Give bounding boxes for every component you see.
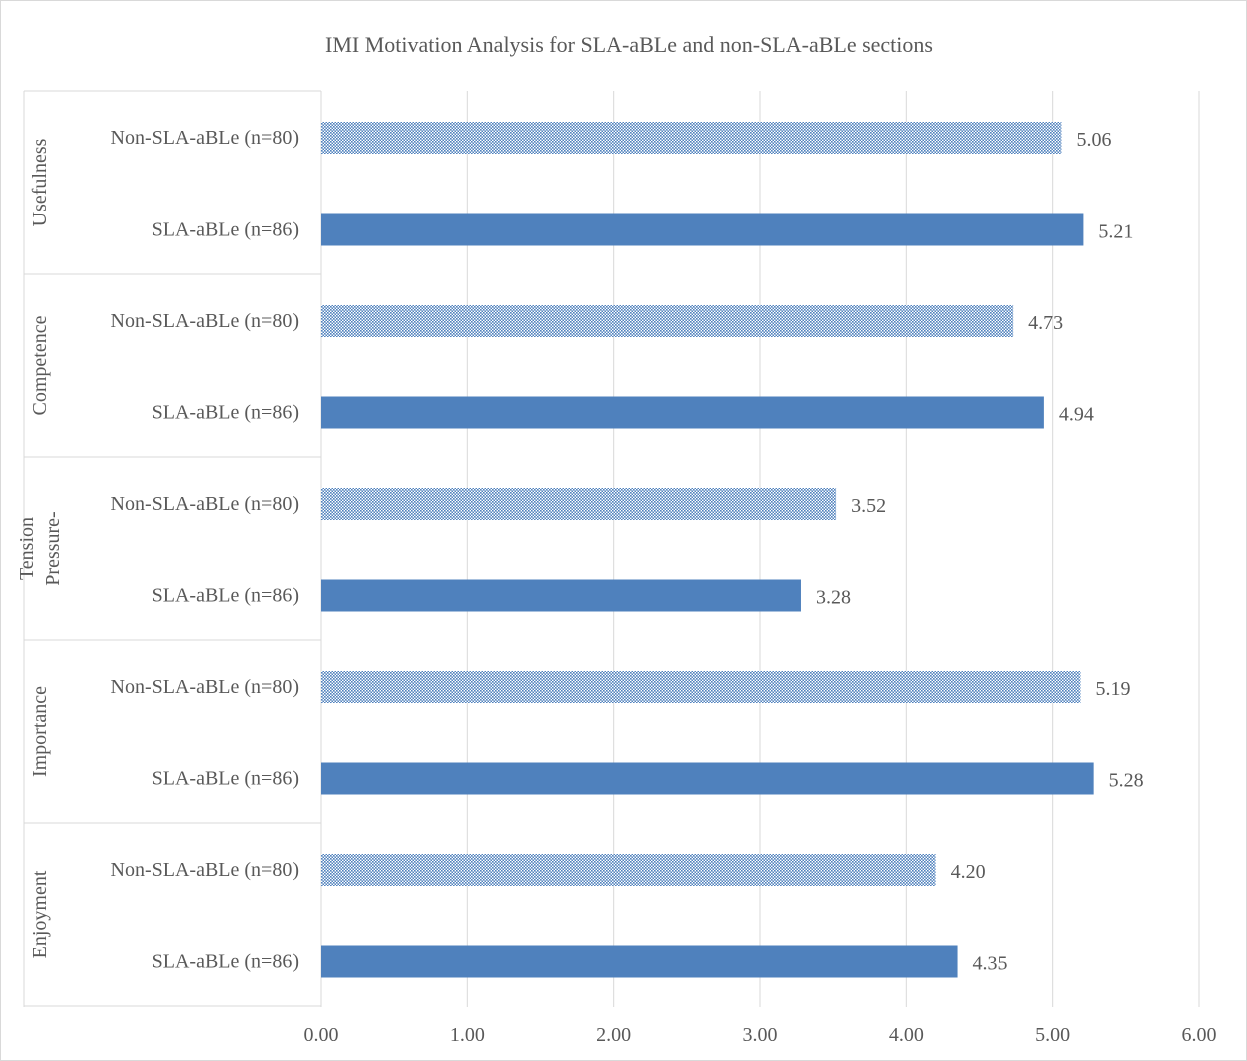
x-tick-label: 1.00 [450,1024,485,1046]
data-label: 5.19 [1095,678,1130,700]
group-label: Tension [16,517,38,580]
bar-category-label: Non-SLA-aBLe (n=80) [111,859,299,881]
bar-non-sla [321,671,1081,703]
x-tick-label: 6.00 [1182,1024,1217,1046]
data-label: 5.06 [1076,129,1111,151]
bar-non-sla [321,854,936,886]
data-label: 4.20 [951,861,986,883]
bar-sla [321,945,958,978]
bar-category-label: Non-SLA-aBLe (n=80) [111,310,299,332]
bar-non-sla [321,122,1062,154]
x-tick-label: 2.00 [596,1024,631,1046]
data-label: 5.21 [1098,221,1133,243]
bar-category-label: SLA-aBLe (n=86) [152,768,299,790]
category-labels: Usefulness Non-SLA-aBLe (n=80) SLA-aBLe (n… [16,127,299,973]
bar-category-label: Non-SLA-aBLe (n=80) [111,676,299,698]
group-label: Importance [29,686,51,777]
data-label: 3.28 [816,587,851,609]
bar-category-label: SLA-aBLe (n=86) [152,219,299,241]
bar-category-label: SLA-aBLe (n=86) [152,585,299,607]
bar-non-sla [321,305,1014,337]
bar-category-label: SLA-aBLe (n=86) [152,951,299,973]
data-label: 4.73 [1028,312,1063,334]
x-tick-label: 0.00 [304,1024,339,1046]
bar-sla [321,213,1084,246]
bar-sla [321,762,1094,795]
bar-sla [321,396,1044,429]
data-labels: 5.06 5.21 4.73 4.94 3.52 3.28 5.19 5.28 4.20 4.35 [816,129,1144,975]
x-tick-label: 5.00 [1035,1024,1070,1046]
bar-sla [321,579,801,612]
x-tick-label: 3.00 [743,1024,778,1046]
data-label: 4.94 [1059,404,1094,426]
bar-category-label: Non-SLA-aBLe (n=80) [111,127,299,149]
bar-category-label: Non-SLA-aBLe (n=80) [111,493,299,515]
group-label: Usefulness [29,138,51,226]
data-label: 3.52 [851,495,886,517]
group-label: Competence [29,315,51,415]
bar-non-sla [321,488,837,520]
data-label: 4.35 [973,953,1008,975]
group-label: Pressure- [42,511,64,585]
x-tick-label: 4.00 [889,1024,924,1046]
chart-title: IMI Motivation Analysis for SLA-aBLe and… [325,32,933,57]
bar-category-label: SLA-aBLe (n=86) [152,402,299,424]
group-label: Enjoyment [29,870,51,958]
bars [321,122,1094,978]
data-label: 5.28 [1109,770,1144,792]
x-axis-ticks: 0.00 1.00 2.00 3.00 4.00 5.00 6.00 [304,1024,1217,1046]
